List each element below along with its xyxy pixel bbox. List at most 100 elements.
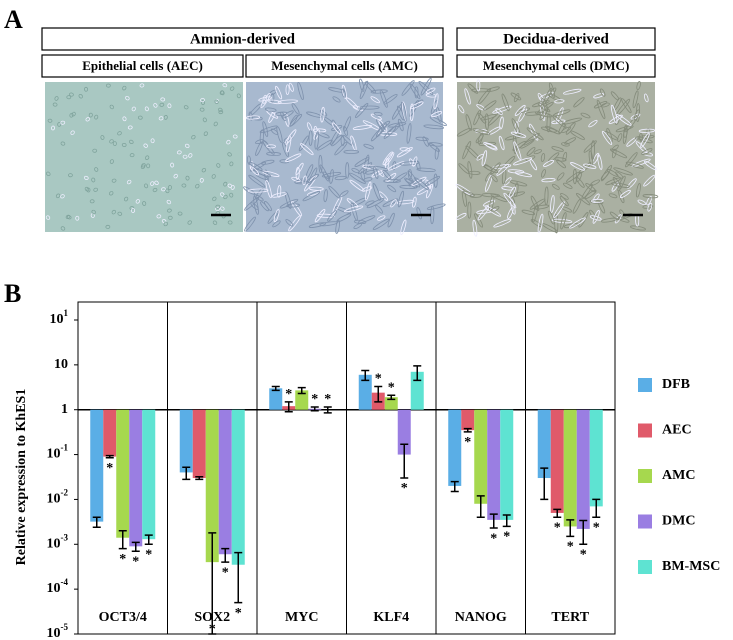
cell (357, 215, 376, 224)
cell (485, 143, 498, 151)
cell (399, 147, 411, 152)
cell (551, 146, 564, 152)
cell (373, 111, 383, 116)
cell (277, 185, 282, 198)
cell (218, 107, 223, 113)
cell (323, 189, 328, 203)
significance-mark: * (490, 531, 497, 546)
cell (625, 161, 644, 169)
cell (357, 162, 373, 175)
cell (605, 177, 621, 186)
cell (222, 83, 228, 88)
cell (153, 103, 158, 108)
cell (352, 125, 373, 130)
cell (426, 203, 446, 210)
cell (281, 110, 294, 119)
error-bar (323, 406, 332, 414)
cell (75, 215, 80, 221)
legend-swatch (638, 378, 652, 392)
error-bar (413, 365, 422, 382)
y-tick-label: 101 (50, 308, 69, 327)
cell (370, 96, 380, 104)
bar (487, 409, 501, 520)
bar (129, 409, 143, 547)
cell (91, 209, 96, 215)
cell (366, 198, 385, 209)
bar (500, 409, 514, 520)
cell (294, 180, 309, 185)
significance-mark: * (106, 461, 113, 476)
cell (401, 101, 407, 122)
cell (143, 143, 148, 148)
cell (532, 100, 550, 108)
cell (109, 104, 114, 110)
cell (600, 165, 613, 182)
cell (131, 106, 136, 112)
cell (100, 135, 105, 140)
error-bar (271, 385, 280, 392)
cell (623, 127, 628, 138)
cell (203, 131, 208, 136)
cell (540, 169, 546, 178)
cell (93, 187, 99, 192)
cell (387, 212, 395, 228)
cell (556, 159, 566, 169)
cell (540, 153, 546, 162)
cell (306, 190, 322, 196)
cell (633, 109, 640, 121)
cell (94, 167, 99, 172)
cell (543, 160, 555, 167)
cell (248, 161, 263, 171)
cell (561, 206, 573, 213)
cell (485, 172, 493, 182)
bar (231, 409, 245, 565)
bar (537, 409, 551, 479)
cell (647, 202, 653, 212)
significance-mark: * (132, 554, 139, 569)
cell (378, 191, 388, 201)
cell (609, 211, 620, 220)
cell (289, 113, 303, 127)
cell (129, 139, 134, 145)
cell (336, 213, 352, 223)
cell (273, 209, 280, 223)
cell (552, 115, 567, 128)
significance-mark: * (464, 435, 471, 450)
cell (282, 142, 289, 158)
cell (477, 112, 487, 124)
significance-mark: * (222, 565, 229, 580)
cell (520, 138, 535, 149)
cell (362, 164, 377, 169)
cell (409, 103, 414, 122)
bar (116, 409, 130, 538)
cell (195, 183, 200, 189)
cell (212, 220, 218, 225)
significance-mark: * (119, 552, 126, 567)
cell (185, 175, 190, 181)
x-tick-label: TERT (551, 610, 589, 625)
cell (177, 211, 183, 216)
cell (382, 169, 392, 180)
cell (554, 213, 559, 234)
group-box (456, 27, 656, 51)
cell (521, 209, 536, 216)
cell-box (41, 54, 244, 78)
cell (305, 173, 320, 184)
cell (158, 116, 164, 121)
cell (382, 151, 393, 166)
cell (617, 133, 623, 142)
cell (122, 85, 127, 91)
error-bar (489, 513, 498, 529)
cell (60, 120, 66, 125)
cell (167, 215, 173, 220)
cell (354, 157, 370, 167)
cell (45, 215, 51, 220)
panel-label: A (4, 5, 23, 34)
cell (285, 153, 302, 163)
cell (540, 126, 557, 133)
legend-label: AMC (662, 468, 695, 483)
cell (413, 99, 424, 108)
cell (537, 102, 551, 113)
cell (607, 169, 619, 177)
cell (154, 180, 159, 186)
